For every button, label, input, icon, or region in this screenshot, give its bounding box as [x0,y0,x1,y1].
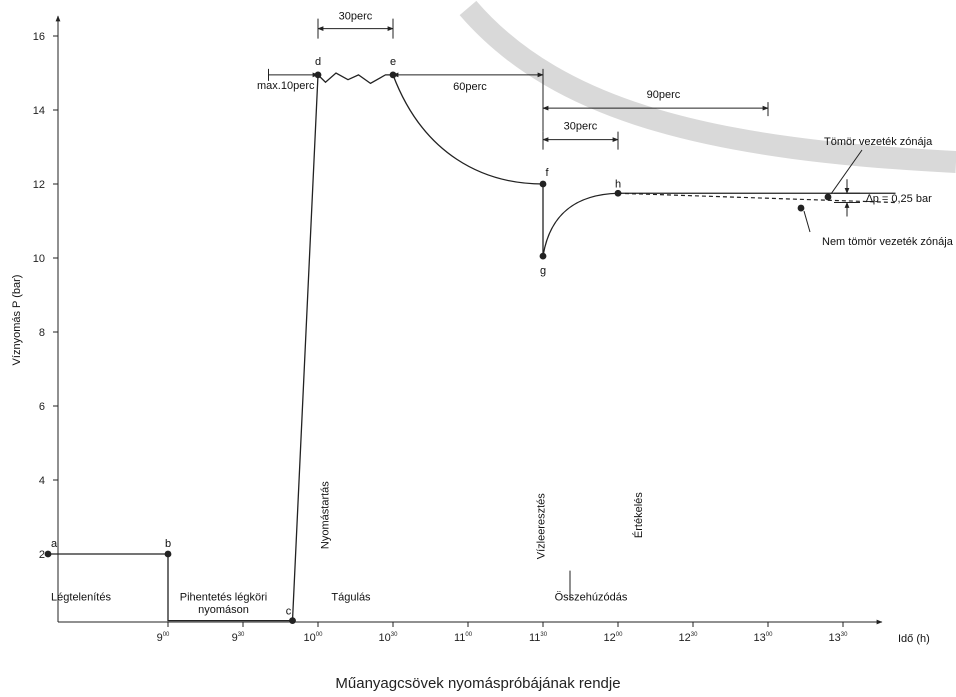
point-g [539,252,547,260]
phase-label: Tágulás [331,591,371,603]
zone-annotations: Tömör vezeték zónája Nem tömör vezeték zó… [797,136,954,248]
y-tick-label: 2 [39,549,45,561]
x-tick-label: 1230 [679,632,699,644]
phase-label: Légtelenítés [51,591,111,603]
y-axis-label: Víznyomás P (bar) [11,275,23,366]
point-e [389,71,397,79]
tight-zone-leader [830,149,863,195]
phase-label: nyomáson [198,604,249,616]
points: a b c d e f g h [44,56,622,624]
y-tick-label: 8 [39,327,45,339]
x-tick-label: 900 [157,632,170,644]
vertical-label: Nyomástartás [320,481,332,549]
x-tick-label: 1000 [304,632,324,644]
vertical-labels: Nyomástartás Vízleeresztés Értékelés [320,481,646,560]
delta-p-label: ∆p = 0,25 bar [866,193,932,205]
interval-label: 30perc [564,121,598,133]
axes: Víznyomás P (bar) Idő (h) [11,15,930,645]
point-label-c: c [286,606,292,618]
point-label-d: d [315,56,321,68]
point-b [164,550,172,558]
x-tick-label: 1200 [604,632,624,644]
x-tick-label: 1130 [529,632,548,644]
point-label-h: h [615,178,621,190]
y-tick-label: 14 [33,105,45,117]
decay-curve [392,74,544,185]
tight-zone-marker [824,193,832,201]
leak-zone-leader [803,210,811,233]
chart-caption: Műanyagcsövek nyomáspróbájának rendje [335,675,620,692]
x-tick-label: 1100 [454,632,473,644]
interval-label: 60perc [453,81,487,93]
y-tick-label: 12 [33,179,45,191]
y-tick-label: 16 [33,31,45,43]
y-tick-label: 4 [39,475,45,487]
point-label-g: g [540,265,546,277]
x-axis-label: Idő (h) [898,633,930,645]
x-tick-label: 1030 [379,632,399,644]
point-c [289,617,296,624]
leak-zone-label: Nem tömör vezeték zónája [822,236,954,248]
intervals: 30perc max.10perc 60perc 90perc 30perc [257,11,769,150]
y-tick-label: 6 [39,401,45,413]
interval-label: 90perc [647,89,681,101]
vertical-label: Vízleeresztés [536,493,548,560]
point-f [539,180,547,188]
point-h [614,189,622,197]
phase-label: Összehúzódás [555,591,628,603]
point-d [314,71,322,79]
recovery-curve [542,192,619,257]
interval-label: 30perc [339,11,373,23]
y-ticks: 2 4 6 8 10 12 14 16 [33,31,58,561]
vertical-label: Értékelés [632,492,645,538]
pressure-line [48,72,393,622]
x-tick-label: 1330 [829,632,849,644]
point-label-b: b [165,538,171,550]
y-tick-label: 10 [33,253,45,265]
tight-zone-band [459,0,956,173]
curves [48,72,896,622]
phase-label: Pihentetés légköri [180,591,267,603]
x-tick-label: 930 [232,632,245,644]
interval-label: max.10perc [257,80,315,92]
x-ticks: 900 930 1000 1030 1100 1130 1200 1230 1300 1330 [157,622,849,644]
leak-zone-marker [797,204,805,212]
point-label-f: f [545,167,549,179]
point-label-a: a [51,538,58,550]
x-tick-label: 1300 [754,632,774,644]
point-a [44,550,52,558]
tight-zone-label: Tömör vezeték zónája [824,136,933,148]
point-label-e: e [390,56,396,68]
leak-line [617,192,896,204]
